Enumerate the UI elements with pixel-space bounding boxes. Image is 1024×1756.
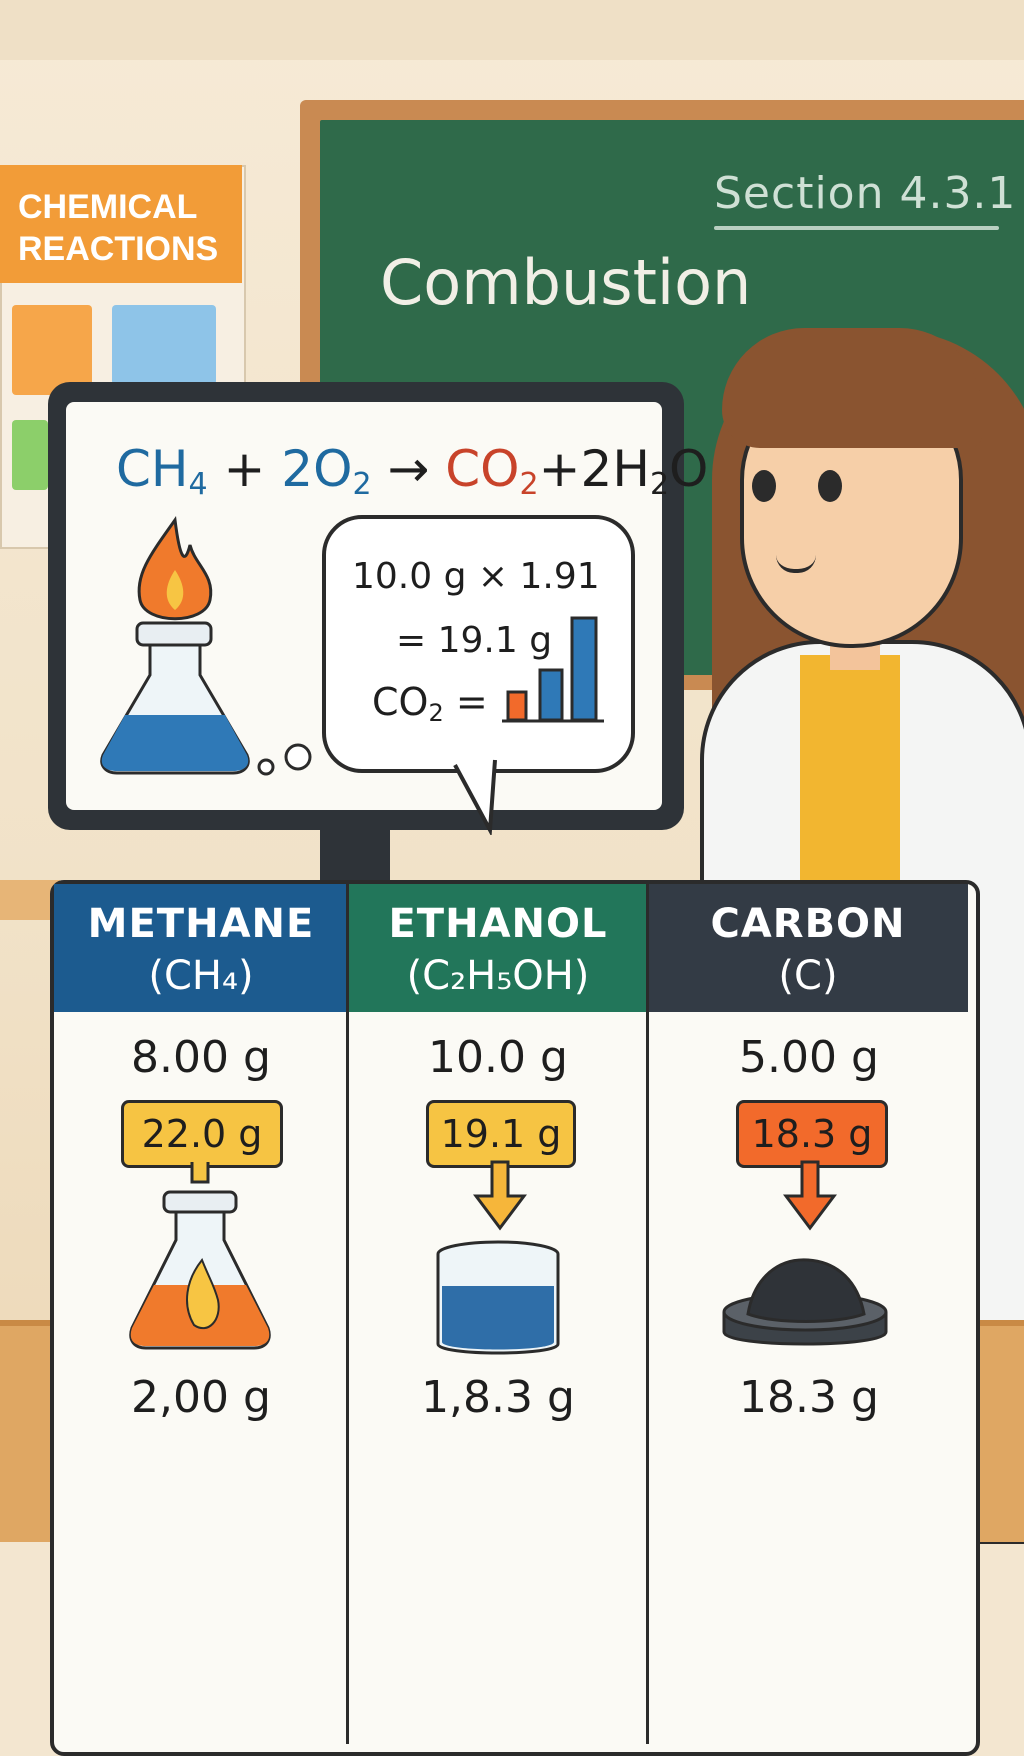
column-divider <box>646 884 649 1744</box>
equation-reactant-oxygen: 2O <box>281 440 353 498</box>
water-beaker-icon <box>436 1240 560 1355</box>
teacher-hair-front <box>722 328 982 448</box>
bubble-equals: = <box>443 680 488 724</box>
down-arrow-icon <box>783 1160 837 1231</box>
ethanol-mass-top: 10.0 g <box>428 1032 568 1083</box>
equation-product-water-sub: 2 <box>649 467 670 502</box>
ethanol-co2-tag: 19.1 g <box>426 1100 576 1168</box>
equation-reactant-methane: CH <box>116 440 189 498</box>
equation-plus-2: + <box>538 440 581 498</box>
equation-product-co2-sub: 2 <box>519 467 539 502</box>
teacher-eye-left <box>752 470 776 502</box>
poster-header <box>0 165 242 283</box>
equation-product-water: 2H <box>580 440 650 498</box>
column-header-methane: METHANE (CH₄) <box>54 884 348 1012</box>
poster-title: CHEMICAL REACTIONS <box>18 186 238 270</box>
thought-dots-icon <box>257 743 312 776</box>
equation-plus-1: + <box>207 440 282 498</box>
column-name: METHANE <box>87 901 315 947</box>
board-title: Combustion <box>380 246 752 319</box>
teacher-eye-right <box>818 470 842 502</box>
methane-mass-top: 8.00 g <box>131 1032 271 1083</box>
equation-product-water-o: O <box>669 440 709 498</box>
bubble-co2-sub: 2 <box>428 699 444 727</box>
equation-arrow: → <box>371 440 446 498</box>
methane-mass-bottom: 2,00 g <box>131 1372 271 1423</box>
column-name: CARBON <box>710 901 906 947</box>
bubble-calc-line-3: CO2 = <box>372 680 488 727</box>
poster-note-green <box>12 420 48 490</box>
bubble-calc-line-1: 10.0 g × 1.91 <box>352 556 600 597</box>
combustion-equation: CH4 + 2O2 → CO2+2H2O <box>116 440 708 502</box>
poster-note-blue <box>112 305 216 385</box>
carbon-mass-bottom: 18.3 g <box>739 1372 879 1423</box>
equation-product-co2: CO <box>445 440 520 498</box>
poster-note-orange <box>12 305 92 395</box>
column-formula: (C) <box>778 953 838 999</box>
poster-title-line-1: CHEMICAL <box>18 188 198 226</box>
ceiling-band <box>0 0 1024 60</box>
poster-title-line-2: REACTIONS <box>18 230 219 268</box>
board-section-underline <box>714 226 999 230</box>
column-formula: (C₂H₅OH) <box>406 953 590 999</box>
column-formula: (CH₄) <box>148 953 254 999</box>
column-header-ethanol: ETHANOL (C₂H₅OH) <box>348 884 648 1012</box>
equation-reactant-oxygen-sub: 2 <box>352 467 372 502</box>
burning-flask-icon <box>100 516 250 775</box>
down-arrow-icon <box>473 1160 527 1231</box>
teacher-shirt <box>800 655 900 885</box>
column-name: ETHANOL <box>388 901 608 947</box>
bubble-calc-line-2: = 19.1 g <box>396 620 553 661</box>
equation-reactant-methane-sub: 4 <box>188 467 208 502</box>
carbon-mass-top: 5.00 g <box>739 1032 879 1083</box>
methane-flask-icon <box>129 1162 271 1350</box>
board-section-label: Section 4.3.1 <box>714 168 1017 219</box>
column-divider <box>346 884 349 1744</box>
methane-co2-tag: 22.0 g <box>121 1100 283 1168</box>
ethanol-mass-bottom: 1,8.3 g <box>421 1372 575 1423</box>
bubble-tail-icon <box>453 759 497 835</box>
bar-chart-icon <box>502 616 604 723</box>
column-header-carbon: CARBON (C) <box>648 884 968 1012</box>
carbon-co2-tag: 18.3 g <box>736 1100 888 1168</box>
teacher-mouth <box>776 555 816 573</box>
bubble-co2-label: CO <box>372 680 429 724</box>
carbon-dish-icon <box>722 1258 888 1346</box>
